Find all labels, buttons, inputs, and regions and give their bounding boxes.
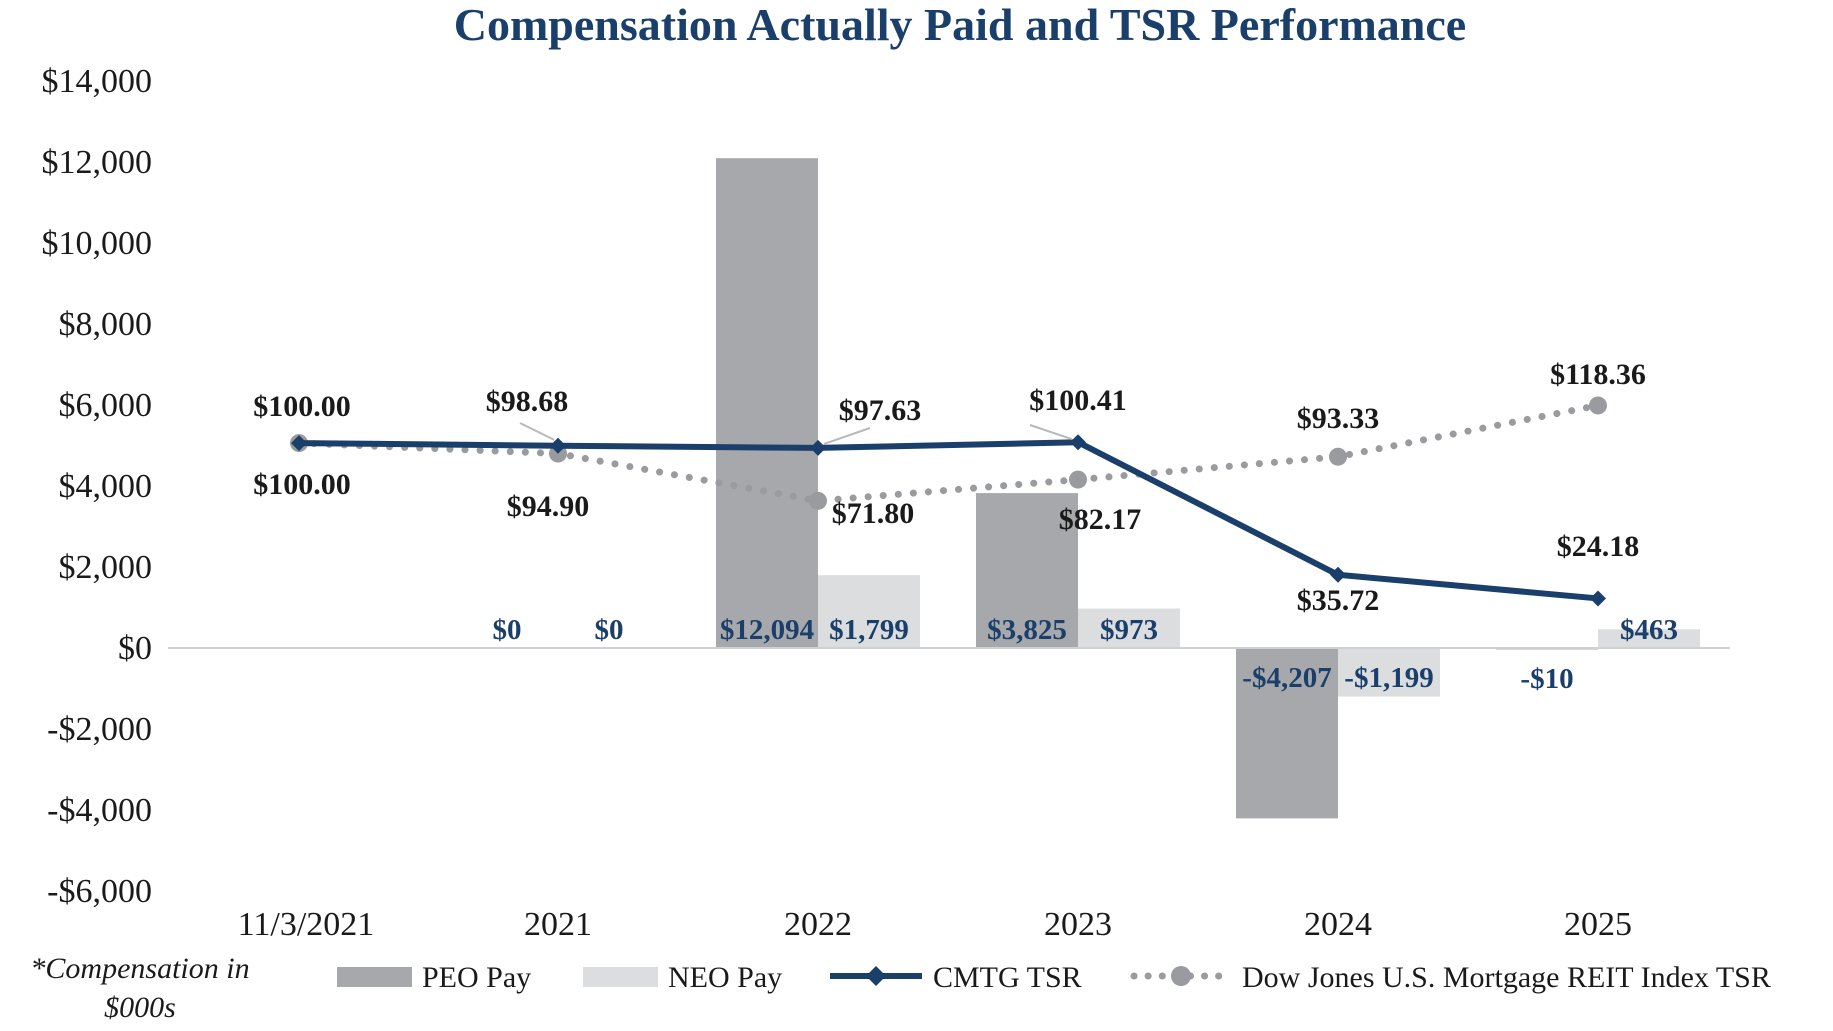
legend-neo-label: NEO Pay <box>668 961 782 994</box>
dow-jones-tsr-label: $71.80 <box>832 497 915 530</box>
dow-jones-tsr-point <box>1589 396 1607 415</box>
legend-dj-label: Dow Jones U.S. Mortgage REIT Index TSR <box>1242 961 1771 994</box>
x-tick-label: 2024 <box>1304 906 1372 943</box>
label-leader-line <box>519 422 555 441</box>
x-tick-label: 2023 <box>1044 906 1112 943</box>
cmtg-tsr-point <box>1590 590 1606 607</box>
y-tick-label: -$6,000 <box>47 873 152 910</box>
y-tick-label: $8,000 <box>59 306 153 343</box>
y-tick-label: $0 <box>118 630 152 667</box>
dow-jones-tsr-label: $100.00 <box>253 468 351 501</box>
legend-peo-label: PEO Pay <box>422 961 531 994</box>
x-tick-label: 2022 <box>784 906 852 943</box>
peo-pay-bar <box>716 158 818 648</box>
dow-jones-tsr-label: $93.33 <box>1297 402 1380 435</box>
cmtg-tsr-label: $98.68 <box>486 385 569 418</box>
dow-jones-tsr-label: $118.36 <box>1550 358 1646 391</box>
cmtg-tsr-label: $24.18 <box>1557 530 1640 563</box>
y-axis: $14,000 $12,000 $10,000 $8,000 $6,000 $4,000 $… <box>42 63 153 910</box>
y-tick-label: -$4,000 <box>47 792 152 829</box>
cmtg-tsr-label: $97.63 <box>839 394 922 427</box>
legend-cmtg-label: CMTG TSR <box>933 961 1082 994</box>
y-tick-label: $4,000 <box>59 468 153 505</box>
peo-pay-bar <box>976 493 1078 648</box>
peo-pay-bar <box>1236 648 1338 819</box>
dow-jones-tsr-point <box>809 491 827 510</box>
bars <box>716 158 1700 819</box>
peo-pay-label: -$10 <box>1520 663 1573 695</box>
cmtg-tsr-label: $35.72 <box>1297 584 1380 617</box>
dow-jones-tsr-point <box>1329 447 1347 466</box>
legend: PEO Pay NEO Pay CMTG TSR Dow Jones U.S. … <box>337 961 1771 994</box>
x-tick-label: 2025 <box>1564 906 1632 943</box>
bar-labels: $0 $12,094 $3,825 -$4,207 -$10 $0 $1,799 $973 -$… <box>493 614 1679 695</box>
x-axis: 11/3/2021 2021 2022 2023 2024 2025 <box>238 906 1632 943</box>
cmtg-tsr-point <box>810 439 826 456</box>
neo-pay-label: $0 <box>595 614 624 646</box>
label-leader-line <box>823 427 871 445</box>
peo-pay-label: $3,825 <box>987 614 1067 646</box>
cmtg-tsr-label: $100.41 <box>1029 384 1127 417</box>
y-tick-label: $12,000 <box>42 144 153 181</box>
lines <box>290 396 1607 607</box>
cmtg-tsr-point <box>550 437 566 454</box>
line-labels: $100.00 $98.68 $97.63 $100.41 $35.72 $24.18 $1… <box>253 358 1646 617</box>
neo-pay-bar <box>818 575 920 648</box>
peo-pay-label: -$4,207 <box>1242 662 1331 694</box>
peo-pay-label: $12,094 <box>720 614 814 646</box>
neo-pay-bar <box>1078 608 1180 648</box>
label-leader-line <box>1029 424 1073 441</box>
neo-pay-label: -$1,199 <box>1344 662 1433 694</box>
y-tick-label: -$2,000 <box>47 711 152 748</box>
chart-title: Compensation Actually Paid and TSR Perfo… <box>454 0 1466 50</box>
neo-pay-bar <box>1338 648 1440 697</box>
note-line-2: $000s <box>104 991 176 1024</box>
legend-cmtg-marker <box>866 966 886 986</box>
legend-peo-swatch <box>337 967 412 987</box>
legend-dj-marker <box>1171 966 1191 986</box>
dow-jones-tsr-label: $82.17 <box>1059 503 1142 536</box>
neo-pay-label: $973 <box>1100 614 1158 646</box>
x-tick-label: 11/3/2021 <box>238 906 375 943</box>
y-tick-label: $2,000 <box>59 549 153 586</box>
neo-pay-label: $1,799 <box>829 614 909 646</box>
legend-neo-swatch <box>583 967 658 987</box>
dow-jones-tsr-label: $94.90 <box>507 490 590 523</box>
neo-pay-bar <box>1598 629 1700 648</box>
note-line-1: *Compensation in <box>30 952 249 985</box>
compensation-note: *Compensation in $000s <box>30 952 249 1024</box>
dow-jones-tsr-point <box>1069 470 1087 489</box>
y-tick-label: $6,000 <box>59 387 153 424</box>
cmtg-tsr-point <box>1330 566 1346 583</box>
x-tick-label: 2021 <box>524 906 592 943</box>
cmtg-tsr-point <box>1070 434 1086 451</box>
cmtg-tsr-line <box>298 439 1599 602</box>
cmtg-tsr-label: $100.00 <box>253 390 351 423</box>
y-tick-label: $10,000 <box>42 225 153 262</box>
y-tick-label: $14,000 <box>42 63 153 100</box>
peo-pay-label: $0 <box>493 614 522 646</box>
neo-pay-label: $463 <box>1620 614 1678 646</box>
cmtg-tsr-point <box>291 435 307 452</box>
dow-jones-tsr-line <box>295 401 1602 505</box>
